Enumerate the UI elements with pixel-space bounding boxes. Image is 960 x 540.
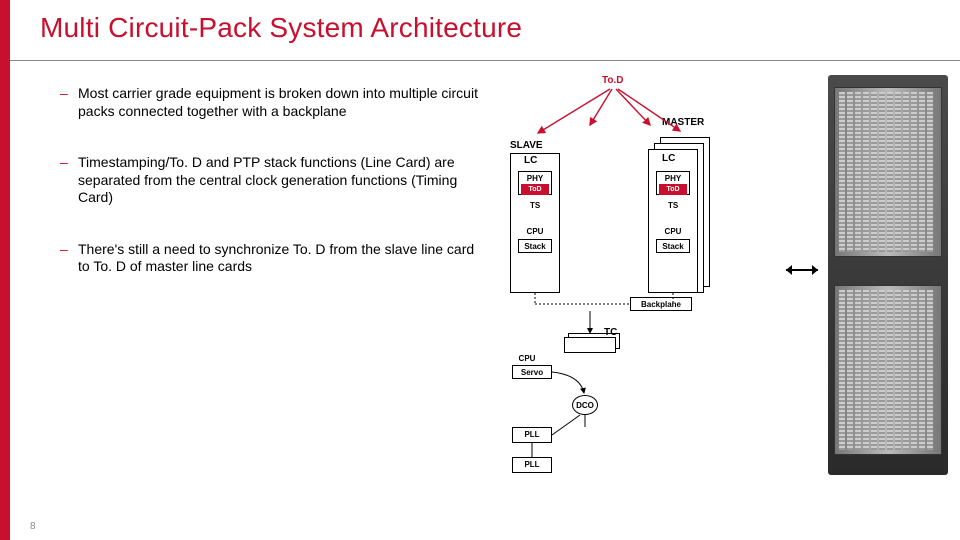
page-number: 8	[30, 521, 36, 532]
title-underline	[10, 60, 960, 61]
double-arrow-icon	[782, 260, 822, 280]
architecture-diagram: To.D SLAVE MASTER LC PHY ToD TS CPU Stac…	[490, 75, 740, 505]
bullet-dash: –	[60, 154, 78, 207]
bullet-text: Most carrier grade equipment is broken d…	[78, 85, 480, 120]
bullet-text: Timestamping/To. D and PTP stack functio…	[78, 154, 480, 207]
lc-label: LC	[662, 153, 675, 164]
backplane-box: Backplane	[630, 297, 692, 311]
phy-label: PHY	[519, 173, 551, 184]
phy-box: PHY ToD	[656, 171, 690, 195]
title-area: Multi Circuit-Pack System Architecture	[40, 12, 920, 44]
cpu-label: CPU	[656, 225, 690, 237]
phy-label: PHY	[657, 173, 689, 184]
slave-label: SLAVE	[510, 140, 543, 151]
tod-chip: ToD	[521, 184, 549, 195]
bullet-item: – Timestamping/To. D and PTP stack funct…	[60, 154, 480, 207]
pll-box: PLL	[512, 457, 552, 473]
tod-chip: ToD	[659, 184, 687, 195]
ts-label: TS	[530, 201, 540, 210]
master-label: MASTER	[662, 117, 704, 128]
dco-box: DCO	[572, 395, 598, 415]
accent-bar	[0, 0, 10, 540]
bullet-dash: –	[60, 241, 78, 276]
bullet-text: There's still a need to synchronize To. …	[78, 241, 480, 276]
cpu-label: CPU	[518, 225, 552, 237]
bullet-item: – There's still a need to synchronize To…	[60, 241, 480, 276]
lc-label: LC	[524, 155, 537, 166]
slide: Multi Circuit-Pack System Architecture –…	[0, 0, 960, 540]
stack-box: Stack	[518, 239, 552, 253]
servo-box: Servo	[512, 365, 552, 379]
slide-title: Multi Circuit-Pack System Architecture	[40, 12, 920, 44]
body-text: – Most carrier grade equipment is broken…	[60, 85, 480, 310]
cpu-label: CPU	[512, 352, 542, 364]
phy-box: PHY ToD	[518, 171, 552, 195]
equipment-photo	[828, 75, 948, 475]
stack-box: Stack	[656, 239, 690, 253]
bullet-dash: –	[60, 85, 78, 120]
tc-label: TC	[604, 327, 617, 338]
tod-label: To.D	[602, 75, 623, 86]
pll-box: PLL	[512, 427, 552, 443]
bullet-item: – Most carrier grade equipment is broken…	[60, 85, 480, 120]
ts-label: TS	[668, 201, 678, 210]
